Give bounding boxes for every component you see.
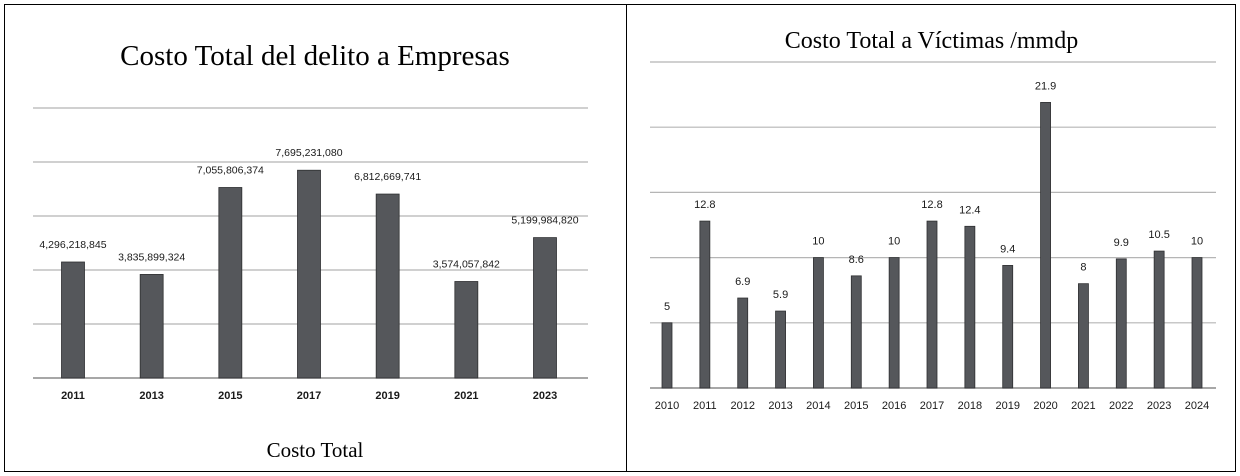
data-label: 12.8 (921, 199, 942, 211)
x-tick-label: 2018 (958, 400, 982, 412)
bar (1153, 250, 1165, 389)
bar (61, 261, 85, 379)
data-label: 9.9 (1114, 237, 1129, 249)
x-tick-label: 2017 (920, 400, 944, 412)
x-tick-label: 2024 (1185, 400, 1209, 412)
bar (139, 274, 164, 379)
chart-panel-victimas: Costo Total a Víctimas /mmdp 5 2010 12.8 20… (628, 4, 1235, 472)
x-tick-label: 2016 (882, 400, 906, 412)
x-tick-label: 2015 (218, 390, 242, 402)
bar (1115, 258, 1127, 389)
bar (1002, 265, 1014, 389)
chart-title: Costo Total del delito a Empresas (120, 40, 510, 72)
x-tick-label: 2022 (1109, 400, 1133, 412)
x-tick-label: 2010 (655, 400, 679, 412)
bar (218, 187, 243, 379)
x-tick-label: 2017 (297, 390, 321, 402)
bar (375, 193, 400, 379)
bar (699, 220, 711, 389)
chart-title: Costo Total a Víctimas /mmdp (784, 28, 1079, 54)
data-label: 6.9 (735, 276, 750, 288)
x-tick-label: 2021 (454, 390, 478, 402)
data-label: 10 (1191, 236, 1203, 248)
data-label: 8 (1080, 262, 1086, 274)
data-label: 3,574,057,842 (433, 259, 500, 271)
bar (533, 237, 557, 379)
bar (888, 257, 900, 389)
bar (1040, 102, 1051, 389)
chart-caption: Costo Total (266, 438, 364, 462)
bar (737, 297, 749, 389)
bar-chart-victimas: 5 2010 12.8 2011 6.9 2012 5.9 2013 10 2014 8.6 2015… (650, 61, 1216, 412)
figure-frame (4, 4, 1236, 472)
x-tick-label: 2019 (375, 390, 399, 402)
x-tick-label: 2023 (533, 390, 557, 402)
bar (297, 169, 321, 379)
bar (926, 220, 938, 389)
bar (964, 225, 976, 389)
bar (850, 275, 862, 389)
bar (661, 322, 673, 389)
x-tick-label: 2014 (806, 400, 830, 412)
data-label: 7,055,806,374 (197, 164, 264, 176)
data-label: 5 (664, 301, 670, 313)
data-label: 7,695,231,080 (275, 147, 342, 159)
bar (1191, 257, 1203, 389)
bar (813, 257, 824, 389)
data-label: 5,199,984,820 (511, 215, 578, 227)
data-label: 8.6 (849, 254, 864, 266)
data-label: 5.9 (773, 289, 788, 301)
data-label: 21.9 (1035, 80, 1056, 92)
data-label: 9.4 (1000, 243, 1015, 255)
data-label: 10 (812, 236, 824, 248)
bar (775, 310, 786, 389)
x-tick-label: 2020 (1033, 400, 1057, 412)
data-label: 12.4 (959, 204, 980, 216)
x-tick-label: 2012 (730, 400, 754, 412)
x-tick-label: 2011 (693, 400, 717, 412)
data-label: 10 (888, 236, 900, 248)
bar (1078, 283, 1089, 389)
data-label: 3,835,899,324 (118, 251, 185, 263)
x-tick-label: 2013 (768, 400, 792, 412)
data-label: 10.5 (1148, 229, 1169, 241)
x-tick-label: 2019 (995, 400, 1019, 412)
data-label: 4,296,218,845 (39, 239, 106, 251)
chart-panel-empresas: Costo Total del delito a Empresas 4,296,… (5, 4, 625, 472)
x-tick-label: 2021 (1071, 400, 1095, 412)
bar (454, 281, 479, 379)
panel-divider (626, 4, 627, 472)
x-tick-label: 2013 (139, 390, 163, 402)
x-tick-label: 2015 (844, 400, 868, 412)
bar-chart-empresas: 4,296,218,845 2011 3,835,899,324 2013 7,055,… (33, 107, 588, 402)
x-tick-label: 2011 (61, 390, 85, 402)
data-label: 6,812,669,741 (354, 171, 421, 183)
data-label: 12.8 (694, 199, 715, 211)
x-tick-label: 2023 (1147, 400, 1171, 412)
